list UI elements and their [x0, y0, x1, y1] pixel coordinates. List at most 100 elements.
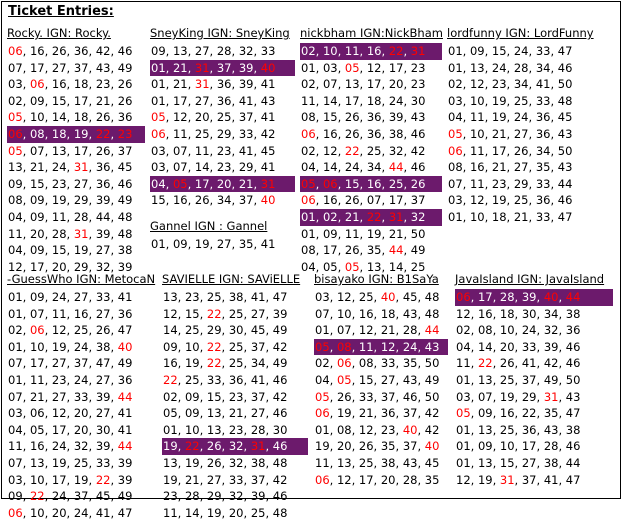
ticket-row: 01, 09, 24, 27, 33, 41: [8, 290, 133, 304]
ticket-number: 25: [388, 176, 404, 191]
ticket-number: 10: [322, 44, 338, 58]
ticket-number-matched: 22: [206, 306, 222, 321]
ticket-number: 25: [73, 323, 89, 338]
ticket-number: 46: [117, 44, 133, 58]
ticket-number: 36: [216, 93, 232, 108]
ticket-number: 27: [513, 126, 529, 141]
ticket-row: 12, 15, 22, 25, 27, 39: [163, 306, 288, 321]
ticket-number: 43: [557, 160, 573, 175]
ticket-number: 07: [8, 389, 23, 404]
ticket-row: 06, 16, 26, 07, 17, 37: [301, 193, 426, 208]
ticket-number: 25: [499, 422, 515, 437]
ticket-number: 45: [402, 290, 418, 304]
ticket-row: 04, 09, 11, 28, 44, 48: [8, 209, 133, 224]
ticket-number: 07: [8, 60, 23, 75]
ticket-number: 21: [228, 406, 244, 421]
ticket-number: 16: [499, 406, 515, 421]
ticket-number: 38: [388, 126, 404, 141]
ticket-number: 04: [448, 110, 463, 125]
column-rocky: Rocky. IGN: Rocky. 06, 16, 26, 36, 42, 46…: [7, 26, 145, 275]
ticket-number-matched: 40: [117, 339, 133, 354]
ticket-number: 36: [565, 323, 581, 338]
ticket-number: 41: [260, 236, 276, 251]
ticket-number: 02: [301, 77, 316, 92]
ticket-number: 30: [272, 422, 288, 437]
ticket-number: 49: [117, 356, 133, 371]
ticket-number: 25: [206, 290, 222, 304]
ticket-row: 09, 13, 27, 28, 32, 33: [151, 44, 276, 58]
ticket-number: 24: [73, 372, 89, 387]
ticket-number: 43: [402, 372, 418, 387]
ticket-number: 23: [95, 77, 111, 92]
ticket-row-highlighted: 04, 05, 17, 20, 21, 31: [150, 175, 295, 193]
ticket-row: 05, 10, 14, 18, 26, 36: [8, 110, 133, 125]
ticket-number: 09: [151, 44, 166, 58]
ticket-number: 11: [469, 110, 485, 125]
ticket-number: 39: [95, 389, 111, 404]
ticket-number: 28: [73, 209, 89, 224]
ticket-number: 12: [366, 60, 382, 75]
ticket-number: 07: [8, 356, 23, 371]
ticket-number-matched: 31: [388, 209, 404, 224]
ticket-row-highlighted: 06, 17, 28, 39, 40, 44: [455, 289, 613, 306]
ticket-number-matched: 06: [315, 472, 330, 487]
ticket-number: 42: [272, 339, 288, 354]
ticket-number: 11: [172, 126, 188, 141]
ticket-number: 11: [29, 372, 45, 387]
ticket-number: 39: [521, 290, 537, 304]
ticket-number: 28: [543, 439, 559, 454]
ticket-number: 18: [73, 77, 89, 92]
ticket-number: 37: [250, 339, 266, 354]
ticket-number: 50: [410, 226, 426, 241]
ticket-number: 49: [272, 356, 288, 371]
ticket-row: 03, 06, 16, 18, 23, 26: [8, 77, 133, 92]
ticket-number: 08: [477, 323, 493, 338]
ticket-number: 09: [29, 93, 45, 108]
ticket-number: 15: [206, 389, 222, 404]
ticket-number: 16: [322, 193, 338, 208]
ticket-number: 16: [469, 160, 485, 175]
ticket-number-matched: 40: [402, 422, 418, 437]
ticket-number: 10: [499, 439, 515, 454]
ticket-number: 33: [380, 356, 396, 371]
ticket-number: 09: [477, 439, 493, 454]
ticket-number: 23: [216, 160, 232, 175]
ticket-number: 47: [117, 505, 133, 520]
ticket-number: 27: [216, 236, 232, 251]
ticket-number: 26: [410, 176, 426, 191]
ticket-number: 47: [557, 44, 573, 58]
ticket-row: 01, 07, 11, 16, 27, 36: [8, 306, 133, 321]
ticket-number: 41: [521, 356, 537, 371]
ticket-number: 50: [557, 77, 573, 92]
ticket-row-highlighted: 02, 10, 11, 16, 22, 31: [300, 43, 442, 60]
ticket-number: 16: [29, 44, 45, 58]
ticket-row: 02, 08, 10, 24, 32, 36: [456, 323, 581, 338]
ticket-number: 23: [163, 489, 178, 504]
ticket-number: 47: [557, 209, 573, 224]
ticket-number: 12: [358, 323, 374, 338]
ticket-number: 37: [73, 356, 89, 371]
ticket-number: 01: [456, 455, 471, 470]
ticket-number: 25: [228, 356, 244, 371]
entry-header: Gannel IGN : Gannel: [150, 218, 268, 233]
ticket-number: 27: [250, 306, 266, 321]
ticket-number: 28: [51, 226, 67, 241]
ticket-number: 07: [172, 160, 188, 175]
ticket-number: 36: [73, 44, 89, 58]
ticket-number: 35: [535, 160, 551, 175]
ticket-number: 33: [535, 209, 551, 224]
ticket-number: 37: [117, 143, 133, 158]
ticket-row: 06, 19, 21, 36, 37, 42: [315, 406, 440, 421]
ticket-row: 05, 10, 21, 27, 36, 43: [448, 126, 573, 141]
ticket-number: 36: [535, 110, 551, 125]
ticket-number: 28: [499, 290, 515, 304]
ticket-number-matched: 05: [8, 110, 23, 125]
ticket-number: 24: [51, 439, 67, 454]
ticket-row: 02, 09, 15, 17, 21, 26: [8, 93, 133, 108]
ticket-row: 01, 13, 25, 36, 43, 38: [456, 422, 581, 437]
ticket-number: 26: [95, 143, 111, 158]
ticket-number: 01: [456, 422, 471, 437]
ticket-number: 36: [380, 406, 396, 421]
ticket-number: 13: [477, 455, 493, 470]
ticket-number: 27: [521, 455, 537, 470]
